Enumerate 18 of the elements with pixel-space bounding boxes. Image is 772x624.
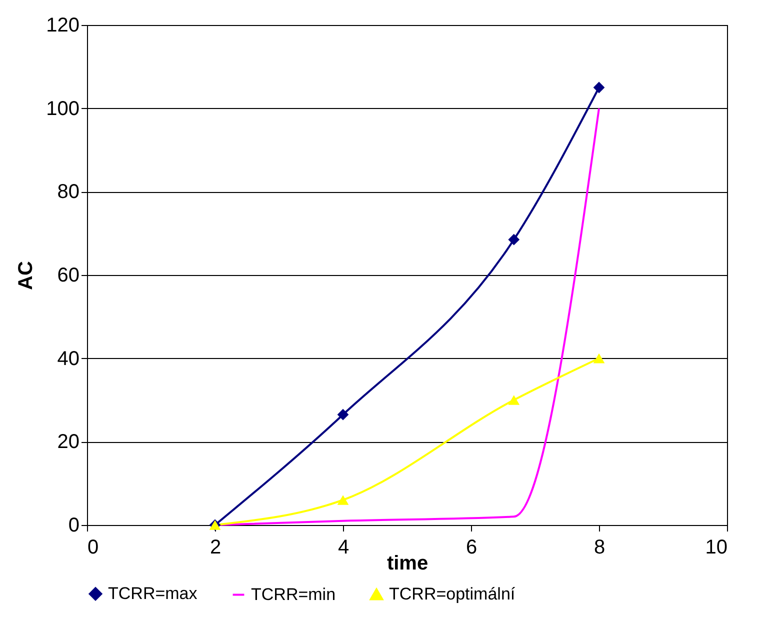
- x-tick-label: 10: [705, 536, 728, 558]
- x-tick-label: 2: [210, 536, 222, 558]
- legend-label: TCRR=optimální: [389, 584, 516, 604]
- y-tick-label: 100: [46, 98, 80, 120]
- x-tick-label: 8: [594, 536, 606, 558]
- y-tick-label: 120: [46, 14, 80, 36]
- legend-label: TCRR=min: [251, 584, 336, 604]
- x-tick-label: 6: [466, 536, 478, 558]
- legend-label: TCRR=max: [108, 584, 198, 603]
- x-axis-title: time: [386, 552, 428, 574]
- y-axis-title: AC: [15, 261, 38, 290]
- y-tick-label: 60: [57, 264, 80, 286]
- x-tick-label: 4: [338, 536, 350, 558]
- y-tick-label: 20: [57, 431, 80, 454]
- y-tick-label: 0: [68, 514, 80, 536]
- y-tick-label: 40: [57, 348, 80, 370]
- x-tick-label: 0: [88, 536, 99, 558]
- y-tick-label: 80: [57, 181, 80, 204]
